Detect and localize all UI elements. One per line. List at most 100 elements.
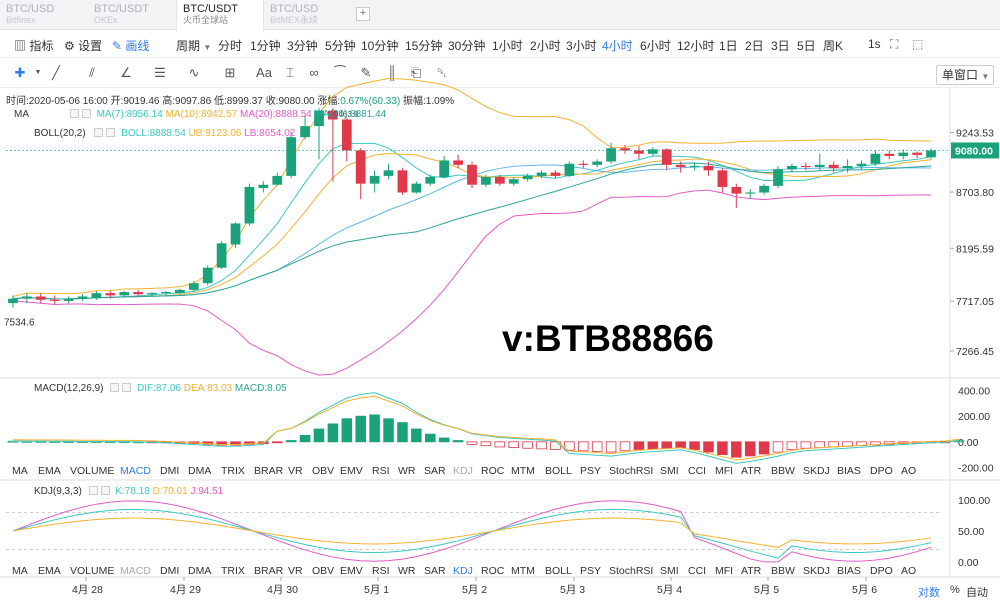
tab-btc-usdt-huobi[interactable]: BTC/USDT 火币全球站 — [176, 0, 264, 31]
speed-label[interactable]: 1s — [868, 37, 881, 51]
angle-icon[interactable]: ∠ — [120, 65, 132, 80]
interval-12[interactable]: 12小时 — [677, 39, 715, 53]
indicator-tab-rsi[interactable]: RSI — [372, 565, 390, 577]
indicator-tab-atr[interactable]: ATR — [741, 465, 762, 477]
eye-icon[interactable] — [110, 383, 120, 392]
indicator-tab-vr[interactable]: VR — [288, 565, 303, 577]
interval-9[interactable]: 3小时 — [566, 39, 597, 53]
log-scale-toggle[interactable]: 对数 — [918, 587, 940, 599]
indicator-tab-obv[interactable]: OBV — [312, 565, 335, 577]
indicator-tab-kdj[interactable]: KDJ — [453, 465, 473, 477]
screenshot-icon[interactable]: ⬚ — [912, 37, 924, 51]
indicator-tab-dmi[interactable]: DMI — [160, 565, 180, 577]
indicator-tab-dpo[interactable]: DPO — [870, 565, 893, 577]
indicator-tab-ao[interactable]: AO — [901, 565, 917, 577]
indicator-tab-kdj[interactable]: KDJ — [453, 565, 473, 577]
indicator-tab-skdj[interactable]: SKDJ — [803, 465, 830, 477]
eye-icon[interactable] — [94, 128, 104, 137]
interval-6[interactable]: 30分钟 — [448, 39, 486, 53]
tab-btc-usd-bitmex[interactable]: BTC/USD BitMEX永续 — [264, 0, 352, 30]
indicator-tab-wr[interactable]: WR — [398, 465, 416, 477]
indicator-tab-ma[interactable]: MA — [12, 565, 28, 577]
settings-button[interactable]: ⚙ 设置 — [64, 37, 102, 54]
window-mode-select[interactable]: 单窗口 ▼ — [936, 65, 994, 85]
indicator-tab-psy[interactable]: PSY — [580, 465, 602, 477]
draw-button[interactable]: ✎ 画线 — [112, 37, 149, 54]
eraser-pencil-icon[interactable]: ✎ — [360, 65, 372, 80]
indicator-tab-emv[interactable]: EMV — [340, 565, 363, 577]
wave-icon[interactable]: ∿ — [188, 65, 200, 80]
indicator-tab-mfi[interactable]: MFI — [715, 565, 734, 577]
indicator-tab-brar[interactable]: BRAR — [254, 465, 284, 477]
interval-5[interactable]: 15分钟 — [405, 39, 443, 53]
indicator-tab-mtm[interactable]: MTM — [511, 465, 535, 477]
indicator-tab-dma[interactable]: DMA — [188, 465, 212, 477]
parallel-lines-icon[interactable]: ⫽ — [89, 65, 95, 80]
indicator-tab-cci[interactable]: CCI — [688, 565, 707, 577]
trend-line-icon[interactable]: ╱ — [52, 65, 60, 80]
indicator-tab-roc[interactable]: ROC — [481, 565, 505, 577]
indicator-tab-atr[interactable]: ATR — [741, 565, 762, 577]
interval-7[interactable]: 1小时 — [492, 39, 523, 53]
period-dropdown[interactable]: 周期 ▼ — [176, 37, 211, 54]
indicator-tab-smi[interactable]: SMI — [660, 565, 679, 577]
indicator-tab-emv[interactable]: EMV — [340, 465, 363, 477]
indicator-tab-stochrsi[interactable]: StochRSI — [609, 465, 654, 477]
indicator-tab-mtm[interactable]: MTM — [511, 565, 535, 577]
interval-17[interactable]: 周K — [823, 39, 844, 53]
indicator-tab-obv[interactable]: OBV — [312, 465, 335, 477]
auto-scale-toggle[interactable]: 自动 — [966, 587, 988, 599]
indicator-tab-psy[interactable]: PSY — [580, 565, 602, 577]
link-icon[interactable]: ∞ — [309, 65, 319, 80]
interval-14[interactable]: 2日 — [745, 39, 764, 53]
indicator-tab-boll[interactable]: BOLL — [545, 465, 572, 477]
trash-icon[interactable]: ␡ — [436, 65, 448, 80]
indicator-tab-sar[interactable]: SAR — [424, 565, 446, 577]
interval-3[interactable]: 5分钟 — [325, 39, 356, 53]
indicator-tab-ema[interactable]: EMA — [38, 565, 61, 577]
crosshair-icon[interactable]: ✚ — [14, 65, 26, 80]
indicator-tab-ema[interactable]: EMA — [38, 465, 61, 477]
candles-icon[interactable]: ║ — [387, 65, 397, 80]
interval-8[interactable]: 2小时 — [530, 39, 561, 53]
indicator-tab-boll[interactable]: BOLL — [545, 565, 572, 577]
add-tab-button[interactable]: + — [356, 7, 370, 21]
interval-4[interactable]: 10分钟 — [361, 39, 399, 53]
interval-2[interactable]: 3分钟 — [287, 39, 318, 53]
interval-15[interactable]: 3日 — [771, 39, 790, 53]
indicator-tab-sar[interactable]: SAR — [424, 465, 446, 477]
interval-1[interactable]: 1分钟 — [250, 39, 281, 53]
interval-16[interactable]: 5日 — [797, 39, 816, 53]
indicator-tab-macd[interactable]: MACD — [120, 465, 151, 477]
indicator-tab-bias[interactable]: BIAS — [837, 565, 861, 577]
measure-icon[interactable]: ⌶ — [286, 65, 294, 80]
indicator-tab-roc[interactable]: ROC — [481, 465, 505, 477]
indicator-tab-wr[interactable]: WR — [398, 565, 416, 577]
eye-icon[interactable] — [69, 109, 79, 118]
lock-icon[interactable]: ⎗ — [410, 65, 422, 80]
indicator-tab-trix[interactable]: TRIX — [221, 465, 245, 477]
indicator-tab-bias[interactable]: BIAS — [837, 465, 861, 477]
indicator-tab-dma[interactable]: DMA — [188, 565, 212, 577]
percent-scale-toggle[interactable]: % — [950, 584, 960, 596]
indicator-tab-brar[interactable]: BRAR — [254, 565, 284, 577]
indicator-tab-skdj[interactable]: SKDJ — [803, 565, 830, 577]
indicator-tab-cci[interactable]: CCI — [688, 465, 707, 477]
interval-11[interactable]: 6小时 — [640, 39, 671, 53]
interval-10[interactable]: 4小时 — [602, 39, 633, 53]
close-icon[interactable] — [81, 109, 91, 118]
eye-icon[interactable] — [88, 486, 98, 495]
indicator-tab-volume[interactable]: VOLUME — [70, 465, 115, 477]
horizontal-lines-icon[interactable]: ☰ — [154, 65, 166, 80]
indicator-tab-volume[interactable]: VOLUME — [70, 565, 115, 577]
fullscreen-icon[interactable]: ⛶ — [890, 37, 899, 51]
indicator-tab-bbw[interactable]: BBW — [771, 465, 795, 477]
close-icon[interactable] — [122, 383, 132, 392]
indicator-tab-ao[interactable]: AO — [901, 465, 917, 477]
indicator-tab-macd[interactable]: MACD — [120, 565, 151, 577]
indicator-tab-rsi[interactable]: RSI — [372, 465, 390, 477]
indicator-tab-trix[interactable]: TRIX — [221, 565, 245, 577]
indicator-tab-dmi[interactable]: DMI — [160, 465, 180, 477]
caret-down-icon[interactable]: ▼ — [34, 69, 42, 76]
